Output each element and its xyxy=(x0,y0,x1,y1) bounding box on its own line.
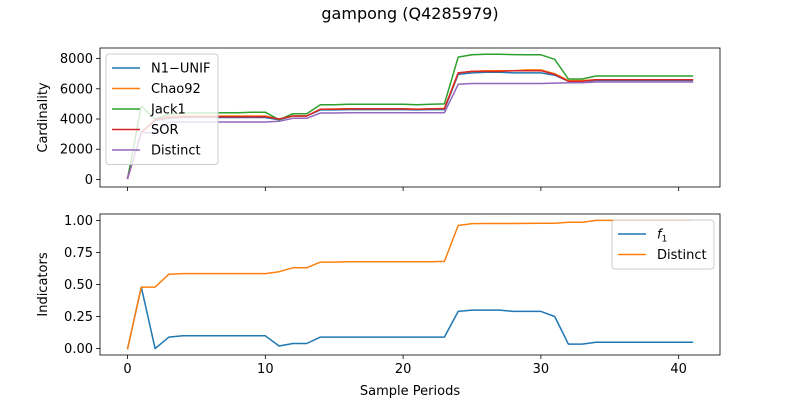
legend-label: N1−UNIF xyxy=(151,62,210,77)
y-tick-label: 0.25 xyxy=(64,310,93,325)
legend-label: Chao92 xyxy=(151,82,201,97)
y-axis-label: Cardinality xyxy=(36,82,51,153)
series-line-distinct xyxy=(126,219,694,350)
y-tick-label: 0 xyxy=(85,173,93,188)
y-tick-label: 2000 xyxy=(60,143,93,158)
y-axis-label: Indicators xyxy=(36,252,51,316)
x-tick-label: 20 xyxy=(395,362,412,377)
series-line-jack1 xyxy=(126,53,694,180)
legend-frame xyxy=(611,219,715,270)
plot-frame xyxy=(99,47,721,188)
x-axis-label: Sample Periods xyxy=(360,384,460,399)
legend: N1−UNIF Chao92 Jack1 SOR Distinct xyxy=(105,53,219,165)
x-tick-label: 40 xyxy=(670,362,687,377)
y-tick-label: 0.75 xyxy=(64,246,93,261)
y-tick-label: 4000 xyxy=(60,113,93,128)
y-tick-label: 1.00 xyxy=(64,214,93,229)
legend-label: f1 xyxy=(657,228,667,245)
legend-label: Jack1 xyxy=(150,103,186,118)
series-line-sor xyxy=(126,69,694,180)
x-tick-label: 0 xyxy=(123,362,131,377)
y-tick-label: 0.00 xyxy=(64,342,93,357)
y-tick-label: 8000 xyxy=(60,52,93,67)
series-line-f1 xyxy=(126,286,694,350)
cardinality-panel: 0 2000 4000 6000 8000 Cardinality N1−UNIF Chao9… xyxy=(36,47,721,191)
indicators-panel: 0 10 20 30 40 0.00 0.25 0.50 0.75 1.00 Indicators f… xyxy=(36,213,721,377)
chart-title: gampong (Q4285979) xyxy=(321,4,498,23)
legend-label: SOR xyxy=(151,123,179,138)
y-tick-label: 0.50 xyxy=(64,278,93,293)
series-line-distinct xyxy=(126,81,694,180)
y-tick-label: 6000 xyxy=(60,82,93,97)
legend-label: Distinct xyxy=(151,144,201,159)
x-tick-label: 30 xyxy=(533,362,550,377)
legend-frame xyxy=(105,53,219,165)
legend: f1 Distinct xyxy=(611,219,715,270)
x-tick-label: 10 xyxy=(257,362,274,377)
legend-label: Distinct xyxy=(657,248,707,263)
